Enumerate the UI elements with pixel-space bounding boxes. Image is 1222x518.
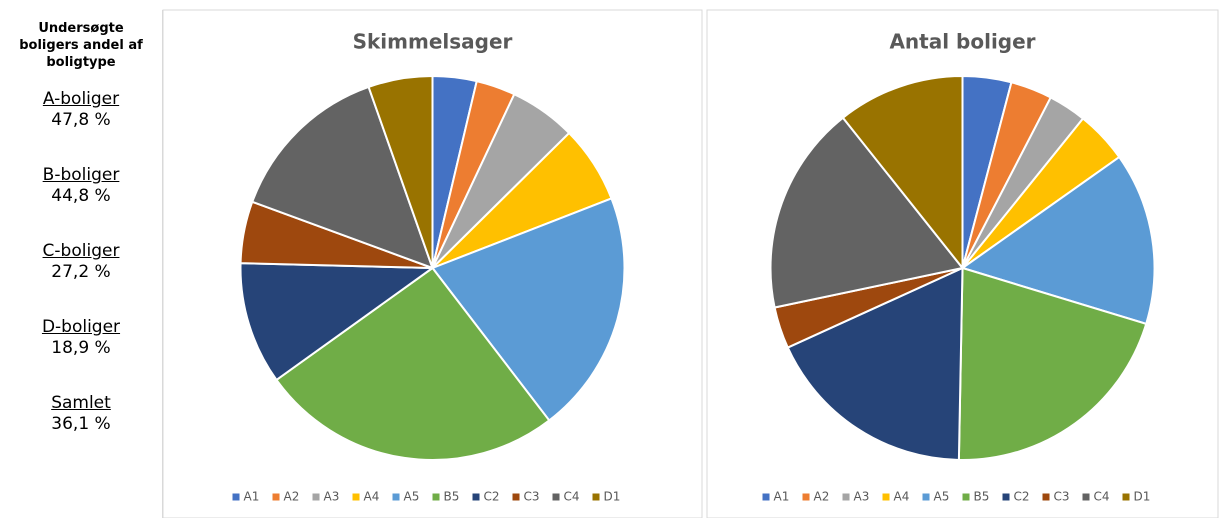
pie-slice xyxy=(250,85,435,270)
sidebar-item: Samlet 36,1 % xyxy=(0,393,162,435)
legend-label: C4 xyxy=(1094,490,1110,504)
sidebar-title: Undersøgte boligers andel af boligtype xyxy=(19,21,143,70)
item-label: A-boliger xyxy=(42,89,120,109)
pie-slice xyxy=(957,266,1148,461)
legend-label: A4 xyxy=(364,490,380,504)
item-value: 47,8 % xyxy=(51,110,111,130)
pie-slice xyxy=(275,266,551,461)
legend-swatch xyxy=(1122,493,1130,501)
legend-swatch xyxy=(1002,493,1010,501)
legend-swatch xyxy=(962,493,970,501)
chart-title: Skimmelsager xyxy=(353,30,513,54)
legend-label: B5 xyxy=(974,490,990,504)
legend-label: C2 xyxy=(1014,490,1030,504)
legend-label: B5 xyxy=(444,490,460,504)
legend-swatch xyxy=(882,493,890,501)
legend-label: D1 xyxy=(604,490,621,504)
legend-swatch xyxy=(272,493,280,501)
item-value: 18,9 % xyxy=(51,338,111,358)
pie-slice xyxy=(367,74,434,269)
legend-swatch xyxy=(512,493,520,501)
legend-swatch xyxy=(592,493,600,501)
legend-label: A1 xyxy=(244,490,260,504)
item-label: C-boliger xyxy=(42,241,120,261)
sidebar-items: A-boliger 47,8 % B-boliger 44,8 % C-boliger 2… xyxy=(0,89,162,435)
item-label: Samlet xyxy=(51,393,111,413)
legend-label: D1 xyxy=(1134,490,1151,504)
legend-label: A3 xyxy=(324,490,340,504)
pie-slice xyxy=(430,197,626,422)
legend-label: A5 xyxy=(404,490,420,504)
legend-label: C3 xyxy=(1054,490,1070,504)
legend-label: A1 xyxy=(774,490,790,504)
legend-swatch xyxy=(352,493,360,501)
item-label: B-boliger xyxy=(42,165,120,185)
legend-label: A2 xyxy=(284,490,300,504)
legend-swatch xyxy=(472,493,480,501)
pie-slice xyxy=(769,116,965,309)
item-value: 44,8 % xyxy=(51,186,111,206)
legend-label: A2 xyxy=(814,490,830,504)
legend-swatch xyxy=(762,493,770,501)
chart-title: Antal boliger xyxy=(889,30,1035,54)
legend-label: C3 xyxy=(524,490,540,504)
legend-label: A5 xyxy=(934,490,950,504)
legend-swatch xyxy=(922,493,930,501)
legend-swatch xyxy=(1082,493,1090,501)
legend-swatch xyxy=(552,493,560,501)
pie-slice xyxy=(239,262,436,382)
legend-label: C2 xyxy=(484,490,500,504)
item-label: D-boliger xyxy=(41,317,121,337)
pie-slice xyxy=(786,266,964,461)
legend-swatch xyxy=(802,493,810,501)
chart-frame xyxy=(706,9,1219,518)
legend-label: A4 xyxy=(894,490,910,504)
legend-label: A3 xyxy=(854,490,870,504)
sidebar-item: A-boliger 47,8 % xyxy=(0,89,162,131)
item-value: 27,2 % xyxy=(51,262,111,282)
sidebar-item: D-boliger 18,9 % xyxy=(0,317,162,359)
item-value: 36,1 % xyxy=(51,414,111,434)
sidebar-item: B-boliger 44,8 % xyxy=(0,165,162,207)
legend-swatch xyxy=(392,493,400,501)
sidebar: Undersøgte boligers andel af boligtype A… xyxy=(0,10,163,518)
legend-label: C4 xyxy=(564,490,580,504)
pie-slice xyxy=(841,74,964,271)
sidebar-item: C-boliger 27,2 % xyxy=(0,241,162,283)
legend-swatch xyxy=(1042,493,1050,501)
legend-swatch xyxy=(312,493,320,501)
chart-frame xyxy=(162,9,703,518)
legend-swatch xyxy=(842,493,850,501)
legend-swatch xyxy=(432,493,440,501)
legend-swatch xyxy=(232,493,240,501)
